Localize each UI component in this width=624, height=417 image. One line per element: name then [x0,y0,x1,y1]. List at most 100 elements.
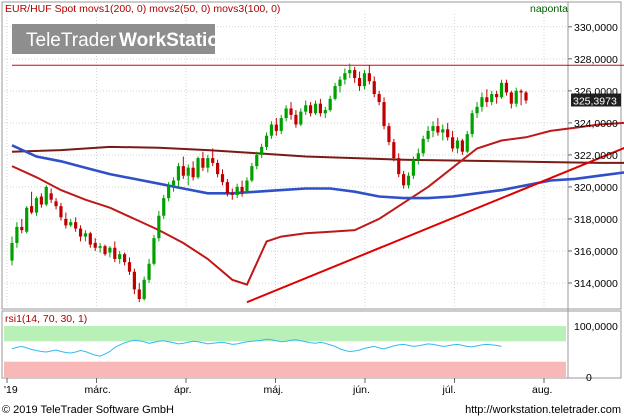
candle-body [157,215,161,239]
y-tick-label: 322,0000 [574,150,618,162]
candle-body [397,158,401,175]
rsi-layer: 0 100,0000 [4,321,618,384]
candle-body [269,124,274,136]
x-tick-label: '19 [4,384,18,396]
price-axis: 314,0000 316,0000 318,0000 320,0000 322,0000… [568,22,618,290]
candle-body [34,198,39,213]
candle-body [514,90,518,104]
candle-body [39,196,43,205]
candle-body [127,262,132,272]
candle-body [176,166,181,181]
candle-body [304,105,308,112]
watermark-bold: WorkStation [119,30,231,51]
x-tick-label: máj. [264,384,284,396]
candle-body [196,158,200,178]
candle-body [162,198,166,216]
candle-body [250,166,254,181]
candle-body [465,134,469,152]
y-tick-label: 330,0000 [574,22,618,34]
candle-body [499,82,504,98]
candle-body [216,162,220,175]
candle-body [284,108,288,119]
candle-body [260,146,264,155]
last-price-value: 325,3973 [573,96,617,108]
candle-body [392,142,396,159]
candle-body [348,70,352,74]
candle-body [470,113,474,135]
source-url: http://workstation.teletrader.com [465,404,621,416]
candle-body [372,81,376,95]
candle-body [333,86,337,99]
candle-body [495,94,499,98]
y-tick-label: 316,0000 [574,246,618,258]
candle-body [181,166,185,176]
candle-body [421,138,425,154]
candle-body [171,180,176,186]
candle-body [98,246,102,248]
candle-body [225,182,229,194]
candle-body [240,186,244,192]
candle-body [20,226,24,231]
candle-body [362,73,367,87]
candle-body [10,242,14,261]
rsi-line [11,338,502,357]
candle-body [118,254,122,259]
candle-body [294,114,298,125]
candle-body [64,218,68,226]
candle-body [353,70,357,79]
candle-body [475,106,479,114]
candle-body [137,289,141,299]
x-tick-label: júl. [442,384,456,396]
rsi-tick-label: 0 [586,372,592,384]
candle-body [235,186,239,195]
candle-body [299,111,303,125]
candle-body [279,118,283,131]
candle-body [15,226,19,243]
chart-legend: EUR/HUF Spot movs1(200, 0) movs2(50, 0) … [5,3,280,15]
candle-body [402,174,406,186]
candle-body [191,167,195,178]
candle-body [377,94,381,103]
candle-body [343,73,347,80]
candle-body [416,153,420,160]
candle-body [450,137,455,149]
series-movs2 [11,121,624,286]
watermark-light: TeleTrader [26,30,117,51]
candle-body [274,124,278,131]
candle-body [309,105,313,114]
candle-body [186,167,190,176]
candle-body [490,94,494,103]
candle-body [78,228,83,237]
candle-body [289,108,293,115]
candle-body [29,206,34,213]
candle-body [338,79,342,87]
rsi-label: rsi1(14, 70, 30, 1) [5,313,87,325]
candle-body [328,98,332,111]
candle-body [436,126,440,133]
candle-body [44,186,48,205]
candle-body [504,82,509,93]
candle-body [509,92,513,104]
candle-body [323,110,327,114]
y-tick-label: 328,0000 [574,54,618,66]
candle-body [49,193,53,200]
copyright: © 2019 TeleTrader Software GmbH [2,404,174,416]
y-tick-label: 318,0000 [574,214,618,226]
candle-body [93,242,97,248]
candle-body [206,158,210,168]
moving-averages [11,64,624,304]
rsi-overbought-zone [4,326,566,342]
y-tick-label: 320,0000 [574,182,618,194]
time-axis: '19 márc. ápr. máj. jún. júl. aug. [4,378,552,396]
candle-body [230,193,234,195]
y-tick-label: 314,0000 [574,278,618,290]
candle-body [441,129,445,133]
candle-body [25,207,29,232]
candle-body [245,180,249,192]
candle-body [132,271,136,290]
candle-body [357,78,362,87]
candle-body [108,247,112,253]
period-label: naponta [530,3,568,15]
candle-body [480,97,484,107]
